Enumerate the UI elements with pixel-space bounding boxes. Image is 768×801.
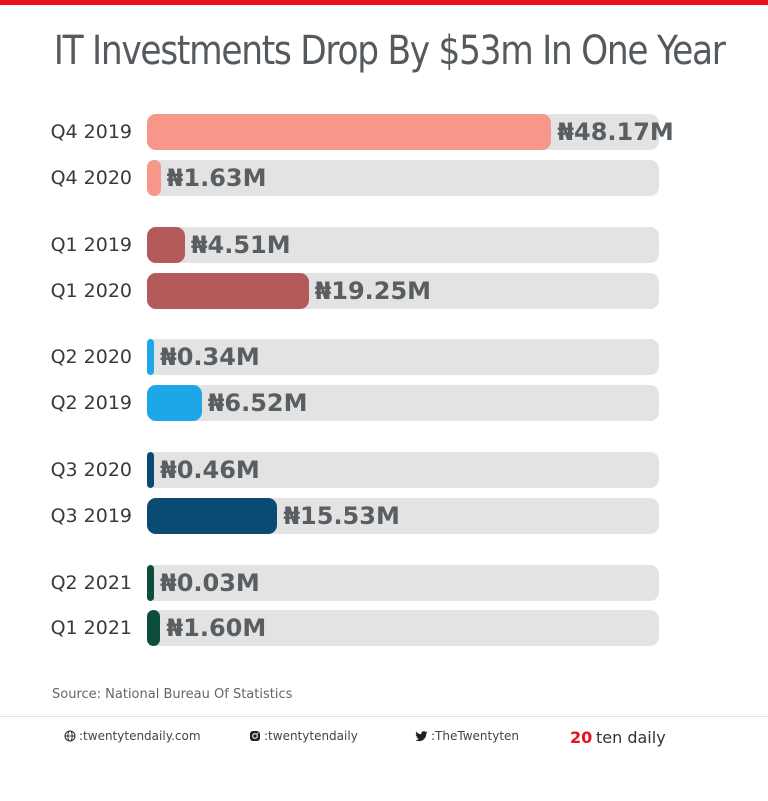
globe-icon xyxy=(64,730,76,742)
bar xyxy=(147,273,309,309)
twitter-icon xyxy=(415,730,428,741)
top-accent-bar xyxy=(0,0,768,5)
instagram-icon xyxy=(250,731,260,741)
footer-instagram[interactable]: :twentytendaily xyxy=(249,727,358,745)
category-label: Q3 2019 xyxy=(50,505,132,527)
value-label: ₦1.60M xyxy=(166,614,267,642)
bar-track xyxy=(147,385,659,421)
bar xyxy=(147,565,154,601)
value-label: ₦48.17M xyxy=(557,118,674,146)
footer-twitter[interactable]: :TheTwentyten xyxy=(415,727,519,745)
bar xyxy=(147,160,161,196)
category-label: Q2 2021 xyxy=(50,572,132,594)
brand-text: ten daily xyxy=(596,727,666,747)
bar-track xyxy=(147,610,659,646)
value-label: ₦4.51M xyxy=(190,231,291,259)
bar xyxy=(147,452,154,488)
value-label: ₦0.03M xyxy=(160,569,260,597)
bar-track xyxy=(147,160,659,196)
chart-title: IT Investments Drop By $53m In One Year xyxy=(53,28,726,74)
bar xyxy=(147,339,154,375)
value-label: ₦0.46M xyxy=(160,456,260,484)
bar-track xyxy=(147,565,659,601)
category-label: Q4 2020 xyxy=(50,167,132,189)
brand-20-logo: 20 xyxy=(570,728,592,747)
twitter-text: :TheTwentyten xyxy=(431,729,520,743)
value-label: ₦0.34M xyxy=(160,343,260,371)
bar-track xyxy=(147,227,659,263)
value-label: ₦19.25M xyxy=(314,277,432,305)
instagram-text: :twentytendaily xyxy=(264,729,358,743)
bar xyxy=(147,114,552,150)
value-label: ₦1.63M xyxy=(166,164,267,192)
website-text: :twentytendaily.com xyxy=(79,729,201,743)
brand-logo: 20 ten daily xyxy=(570,725,666,749)
bar xyxy=(147,498,278,534)
category-label: Q1 2019 xyxy=(50,234,132,256)
value-label: ₦6.52M xyxy=(207,389,308,417)
category-label: Q2 2020 xyxy=(50,346,132,368)
svg-text:20: 20 xyxy=(570,728,592,747)
bar-track xyxy=(147,452,659,488)
bar xyxy=(147,385,202,421)
bar xyxy=(147,610,161,646)
value-label: ₦15.53M xyxy=(283,502,400,530)
category-label: Q4 2019 xyxy=(50,121,132,143)
footer-website[interactable]: :twentytendaily.com xyxy=(64,727,201,745)
footer-divider xyxy=(0,716,768,717)
category-label: Q2 2019 xyxy=(50,392,132,414)
category-label: Q1 2020 xyxy=(50,280,132,302)
bar xyxy=(147,227,185,263)
category-label: Q1 2021 xyxy=(50,617,132,639)
source-note: Source: National Bureau Of Statistics xyxy=(52,687,293,702)
bar-track xyxy=(147,339,659,375)
category-label: Q3 2020 xyxy=(50,459,132,481)
